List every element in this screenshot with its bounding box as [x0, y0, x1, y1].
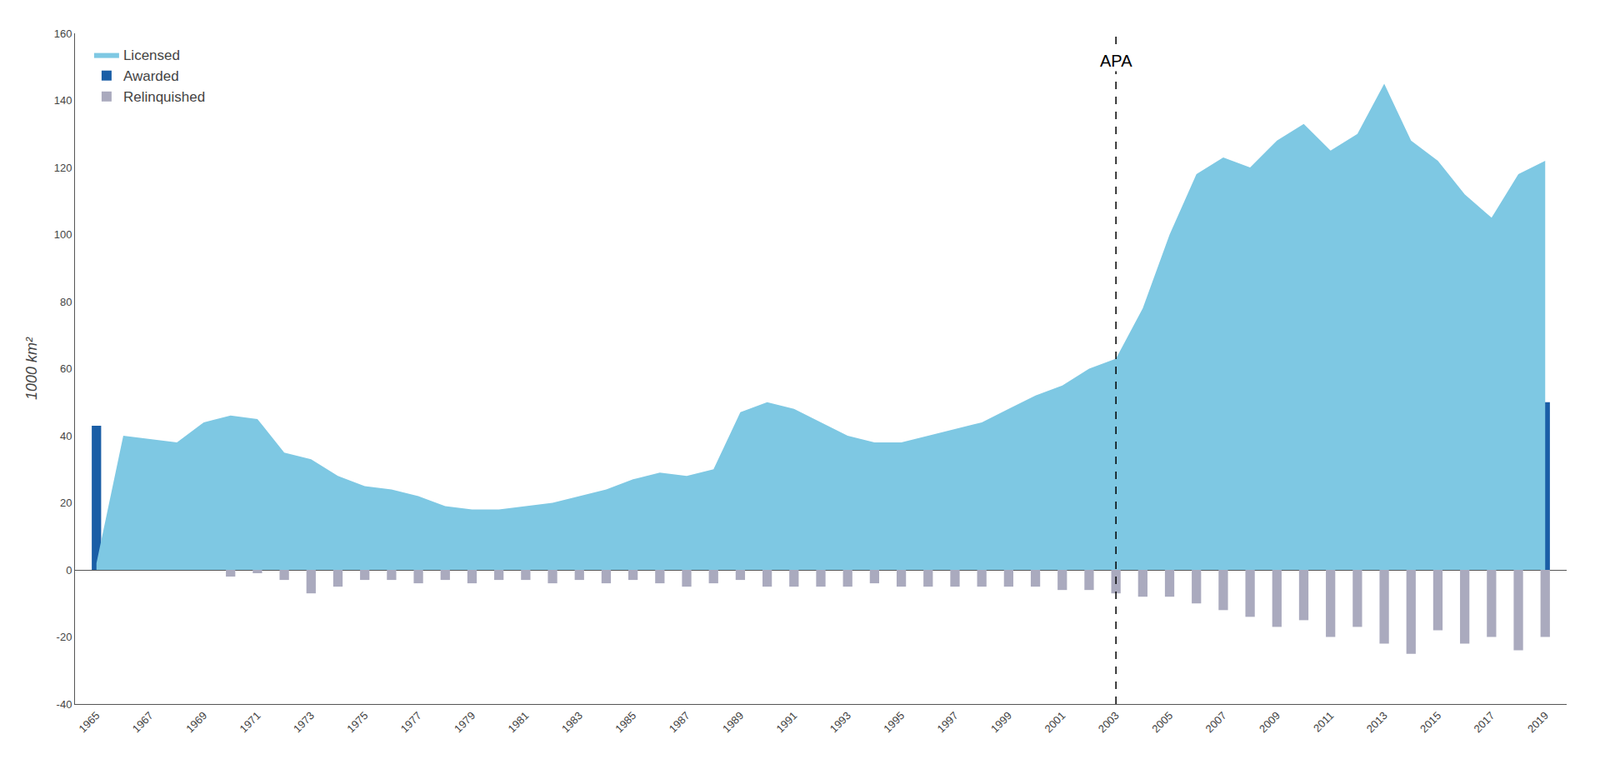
svg-text:2011: 2011	[1310, 709, 1336, 735]
svg-text:2017: 2017	[1471, 709, 1498, 735]
svg-text:1973: 1973	[290, 709, 317, 735]
svg-text:120: 120	[54, 161, 73, 175]
svg-text:1000 km²: 1000 km²	[23, 336, 40, 400]
svg-text:Relinquished: Relinquished	[123, 89, 205, 105]
svg-text:1975: 1975	[344, 709, 370, 735]
svg-text:1997: 1997	[935, 709, 961, 735]
svg-text:1967: 1967	[130, 709, 156, 735]
svg-text:-40: -40	[56, 698, 73, 711]
svg-text:2009: 2009	[1256, 709, 1283, 735]
svg-text:2019: 2019	[1525, 709, 1551, 735]
svg-text:1981: 1981	[505, 709, 532, 735]
svg-text:80: 80	[60, 295, 72, 309]
svg-text:2013: 2013	[1364, 709, 1390, 735]
svg-text:2005: 2005	[1149, 709, 1175, 735]
svg-text:1995: 1995	[880, 709, 907, 735]
svg-text:160: 160	[54, 27, 73, 40]
svg-text:1993: 1993	[827, 709, 854, 735]
svg-text:2007: 2007	[1203, 709, 1230, 735]
svg-text:2001: 2001	[1041, 709, 1068, 735]
svg-text:1969: 1969	[183, 709, 210, 735]
svg-text:APA: APA	[1100, 51, 1133, 70]
svg-text:40: 40	[60, 430, 72, 443]
svg-text:1979: 1979	[451, 709, 478, 735]
svg-text:2015: 2015	[1417, 709, 1444, 735]
svg-text:1999: 1999	[988, 709, 1015, 735]
svg-text:Licensed: Licensed	[123, 47, 180, 64]
svg-text:1983: 1983	[559, 709, 585, 735]
svg-text:1985: 1985	[612, 709, 639, 735]
svg-text:1965: 1965	[75, 709, 102, 735]
svg-text:2003: 2003	[1095, 709, 1122, 735]
svg-text:20: 20	[60, 496, 72, 510]
svg-text:100: 100	[54, 228, 73, 241]
svg-text:0: 0	[65, 564, 72, 577]
svg-text:1989: 1989	[720, 709, 746, 735]
svg-text:140: 140	[54, 94, 73, 107]
svg-text:1987: 1987	[666, 709, 693, 735]
svg-text:1991: 1991	[773, 709, 800, 735]
svg-text:Awarded: Awarded	[123, 68, 180, 85]
svg-text:60: 60	[60, 362, 72, 375]
svg-text:-20: -20	[56, 630, 73, 644]
svg-text:1971: 1971	[237, 709, 264, 735]
svg-text:1977: 1977	[398, 709, 425, 735]
